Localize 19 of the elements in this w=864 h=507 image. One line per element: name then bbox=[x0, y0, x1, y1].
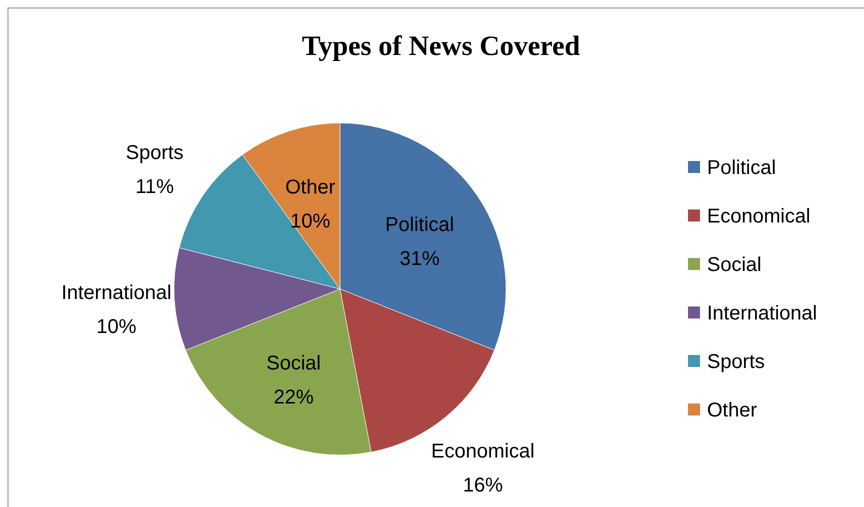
slice-label: Social bbox=[266, 352, 321, 374]
legend-label: Political bbox=[707, 157, 776, 179]
data-label: 10% bbox=[96, 316, 137, 338]
data-label: 22% bbox=[274, 386, 314, 408]
legend-label: Economical bbox=[707, 206, 810, 228]
slice-label: Sports bbox=[126, 142, 184, 164]
slice-label: Other bbox=[285, 176, 336, 198]
legend-label: Social bbox=[707, 254, 762, 276]
slice-label: Political bbox=[385, 214, 454, 236]
data-label: 31% bbox=[400, 248, 440, 270]
slice-label: International bbox=[61, 282, 172, 304]
legend-label: Sports bbox=[707, 351, 765, 373]
chart-title: Types of News Covered bbox=[302, 31, 581, 62]
slice-label: Economical bbox=[431, 440, 535, 463]
data-label: 11% bbox=[135, 176, 174, 198]
data-label: 10% bbox=[290, 210, 330, 232]
legend-label: International bbox=[707, 302, 818, 324]
legend-label: Other bbox=[707, 400, 758, 422]
data-label: 16% bbox=[462, 474, 504, 497]
